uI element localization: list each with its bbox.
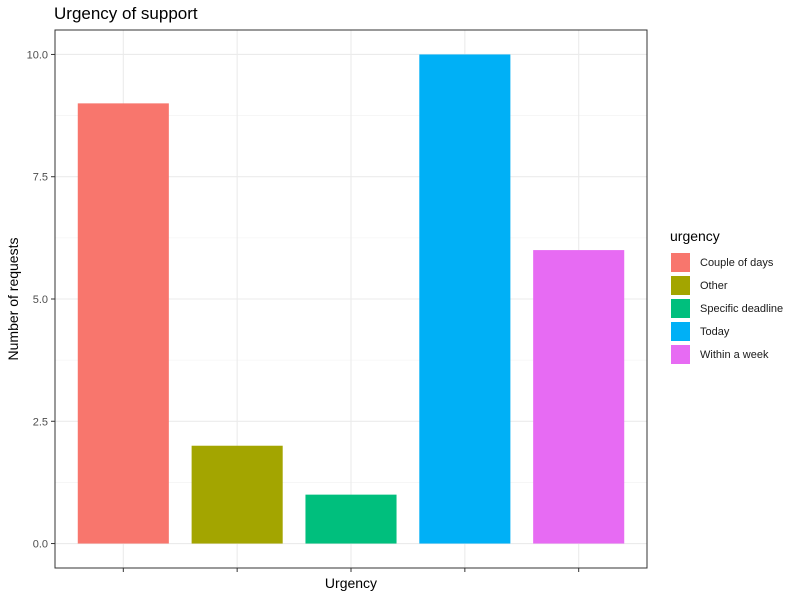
y-tick-label: 0.0 — [33, 539, 48, 551]
legend-key — [670, 298, 691, 319]
bar-couple-of-days — [77, 103, 169, 544]
legend-item: Specific deadline — [670, 297, 783, 320]
legend-label: Other — [700, 279, 728, 292]
y-axis: 0.0 2.5 5.0 7.5 10.0 — [27, 49, 55, 551]
bar-specific-deadline — [305, 494, 397, 544]
x-axis-label: Urgency — [325, 575, 377, 591]
chart-title: Urgency of support — [54, 4, 198, 23]
y-axis-label: Number of requests — [5, 238, 21, 361]
legend-item: Couple of days — [670, 251, 783, 274]
bars — [77, 54, 625, 544]
legend-items: Couple of days Other Specific deadline Toda… — [670, 251, 783, 366]
legend-key — [670, 275, 691, 296]
bar-other — [191, 445, 283, 544]
y-tick-label: 7.5 — [33, 172, 48, 184]
x-axis — [122, 568, 580, 572]
bar-today — [419, 54, 511, 544]
legend-key — [670, 344, 691, 365]
legend-item: Other — [670, 274, 783, 297]
legend-item: Within a week — [670, 343, 783, 366]
legend-key — [670, 252, 691, 273]
bar-within-a-week — [533, 250, 625, 544]
y-tick-label: 5.0 — [33, 294, 48, 306]
y-tick-label: 10.0 — [27, 49, 48, 61]
legend-label: Within a week — [700, 348, 769, 361]
legend-title: urgency — [670, 228, 720, 244]
legend: urgency Couple of days Other Specific dead… — [670, 228, 783, 366]
legend-key — [670, 321, 691, 342]
legend-item: Today — [670, 320, 783, 343]
legend-label: Specific deadline — [700, 302, 784, 315]
legend-label: Today — [700, 325, 730, 338]
legend-label: Couple of days — [700, 256, 774, 269]
y-tick-label: 2.5 — [33, 416, 48, 428]
